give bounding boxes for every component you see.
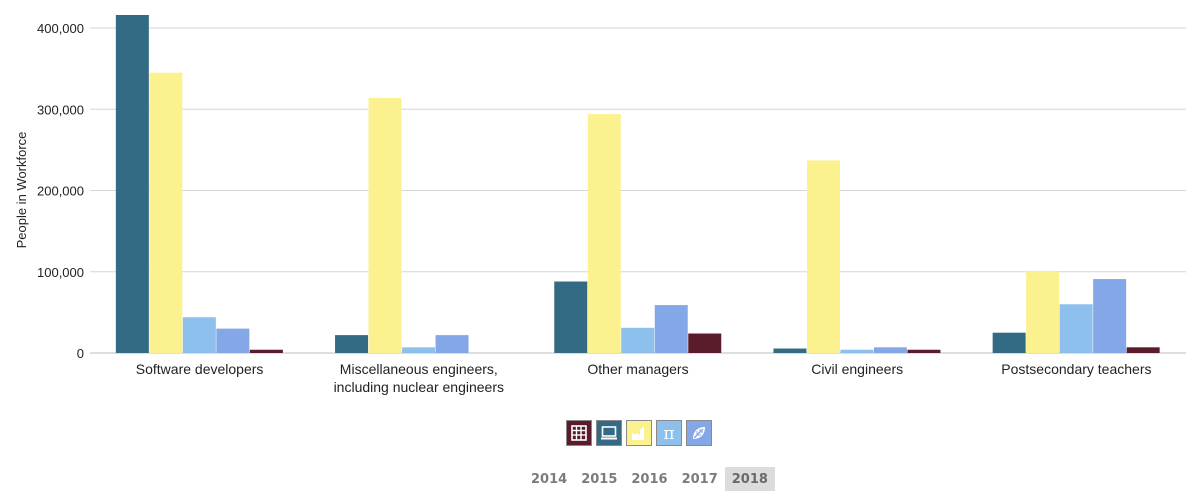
legend-factory[interactable] [626,420,652,446]
bars [115,15,1160,354]
bar[interactable] [435,335,469,353]
bar[interactable] [182,317,216,353]
x-tick-label: Miscellaneous engineers, [340,361,498,377]
bar[interactable] [1093,279,1127,353]
x-tick-label: Postsecondary teachers [1001,361,1151,377]
y-tick-label: 400,000 [37,21,84,36]
year-2017[interactable]: 2017 [681,472,718,487]
bar[interactable] [149,72,183,353]
x-tick-label: including nuclear engineers [334,379,504,395]
bar[interactable] [1059,304,1093,353]
bar[interactable] [654,305,688,353]
leaf-icon [693,427,705,439]
building-icon [571,425,587,441]
pi-icon: π [663,424,674,442]
x-tick-label: Civil engineers [811,361,903,377]
y-axis-title: People in Workforce [14,132,29,249]
svg-text:π: π [663,424,674,442]
y-tick-label: 0 [77,346,84,361]
bar[interactable] [554,281,588,354]
legend-computer[interactable] [596,420,622,446]
legend-pi[interactable]: π [656,420,682,446]
bar[interactable] [368,97,402,353]
bar[interactable] [115,15,149,353]
bar[interactable] [621,327,655,353]
y-tick-label: 300,000 [37,102,84,117]
bar[interactable] [1126,347,1160,353]
bar[interactable] [992,332,1026,353]
factory-icon [632,427,644,440]
year-2018[interactable]: 2018 [724,467,775,491]
bar[interactable] [587,114,621,353]
bar-chart: 0 100,000 200,000 300,000 400,000 Software d… [14,15,1186,395]
bar[interactable] [249,349,283,353]
year-2016[interactable]: 2016 [631,472,668,487]
bar[interactable] [402,347,436,353]
year-2015[interactable]: 2015 [581,472,618,487]
x-tick-label: Software developers [136,361,264,377]
grid-lines [90,27,1186,354]
bar[interactable] [688,333,722,354]
legend-leaf[interactable] [686,420,712,446]
legend-building[interactable] [566,420,592,446]
bar[interactable] [773,348,807,353]
x-axis: Software developers Miscellaneous enginee… [136,361,1152,395]
computer-icon [601,426,617,440]
y-tick-label: 200,000 [37,184,84,199]
bar[interactable] [873,347,907,353]
legend: π [566,420,712,446]
x-tick-label: Other managers [587,361,688,377]
year-selector: 2014 2015 2016 2017 2018 [524,467,775,491]
bar[interactable] [840,349,874,353]
bar[interactable] [335,335,369,353]
y-axis: 0 100,000 200,000 300,000 400,000 [37,21,84,361]
bar[interactable] [216,328,250,353]
bar[interactable] [1026,271,1060,353]
y-tick-label: 100,000 [37,265,84,280]
year-2014[interactable]: 2014 [531,472,568,487]
bar[interactable] [907,349,941,353]
bar[interactable] [806,160,840,353]
